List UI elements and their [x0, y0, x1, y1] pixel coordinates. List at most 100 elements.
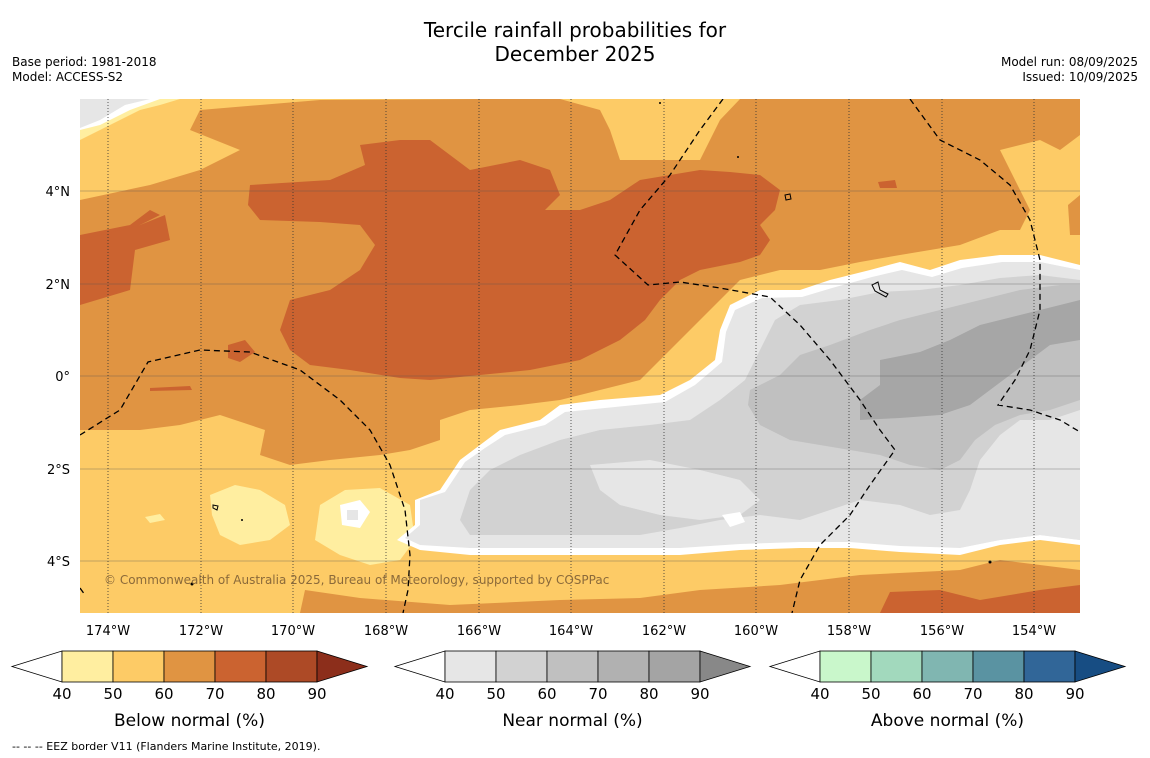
colorbar-below-tick: 80	[256, 685, 275, 703]
eez-footnote: -- -- -- EEZ border V11 (Flanders Marine…	[12, 740, 321, 753]
region-below-70-80-patch-a	[228, 340, 255, 362]
map-title: Tercile rainfall probabilities for Decem…	[0, 18, 1150, 66]
colorbar-near-segment	[648, 650, 701, 683]
colorbar-below-segment	[163, 650, 216, 683]
colorbar-below-tick: 50	[103, 685, 122, 703]
colorbar-near-segment	[444, 650, 497, 683]
lon-label-158w: 158°W	[827, 624, 871, 639]
island-c	[212, 504, 219, 511]
colorbar-above: 40 50 60 70 80 90 Above normal (%)	[768, 650, 1127, 731]
island-d	[190, 582, 194, 586]
colorbar-above-segment	[1023, 650, 1076, 683]
colorbar-above-tick: 40	[810, 685, 829, 703]
probability-map: © Commonwealth of Australia 2025, Bureau…	[80, 99, 1080, 613]
region-near-islet	[347, 510, 358, 520]
colorbar-below-tick: 90	[307, 685, 326, 703]
model-run-date: Model run: 08/09/2025	[1000, 55, 1138, 69]
lon-label-154w: 154°W	[1012, 624, 1056, 639]
region-below-70-80-south	[880, 585, 1080, 613]
colorbar-near-tick: 80	[639, 685, 658, 703]
lon-label-168w: 168°W	[364, 624, 408, 639]
region-below-70-80-small	[80, 210, 160, 240]
colorbar-above-min-arrow	[768, 650, 821, 683]
island-h	[241, 519, 243, 521]
colorbar-near-tick: 60	[537, 685, 556, 703]
colorbar-below-segment	[265, 650, 318, 683]
colorbar-near-tick: 70	[588, 685, 607, 703]
island-b	[871, 281, 889, 298]
colorbar-below: 40 50 60 70 80 90 Below normal (%)	[10, 650, 369, 731]
lat-label-0: 0°	[55, 370, 70, 385]
colorbar-near-segment	[546, 650, 599, 683]
region-below-40-50-dot	[145, 514, 165, 523]
title-line-1: Tercile rainfall probabilities for	[423, 18, 727, 42]
colorbar-above-tick: 50	[861, 685, 880, 703]
lon-label-172w: 172°W	[179, 624, 223, 639]
colorbar-above-segment	[921, 650, 974, 683]
colorbar-above-max-arrow	[1074, 650, 1127, 683]
colorbar-near-tick: 50	[486, 685, 505, 703]
colorbar-near: 40 50 60 70 80 90 Near normal (%)	[393, 650, 752, 731]
region-near-40-50-hole-b	[1000, 460, 1080, 505]
region-below-70-80-core	[248, 140, 780, 380]
colorbar-below-segment	[112, 650, 165, 683]
colorbar-near-tick: 90	[690, 685, 709, 703]
colorbar-above-tick: 60	[912, 685, 931, 703]
eez-borders	[80, 99, 1080, 613]
issued-date: Issued: 10/09/2025	[1022, 70, 1138, 84]
lon-label-170w: 170°W	[271, 624, 315, 639]
latitude-labels: 4°N 2°N 0° 2°S 4°S	[46, 185, 71, 570]
lat-label-2s: 2°S	[47, 463, 70, 478]
region-below-60-70-east	[1068, 195, 1080, 235]
colorbar-near-min-arrow	[393, 650, 446, 683]
colorbar-below-label: Below normal (%)	[114, 711, 265, 731]
colorbar-below-min-arrow	[10, 650, 63, 683]
model-info: Base period: 1981-2018 Model: ACCESS-S2	[12, 55, 157, 85]
colorbar-below-tick: 60	[154, 685, 173, 703]
run-info: Model run: 08/09/2025 Issued: 10/09/2025	[1001, 55, 1138, 85]
colorbar-below-max-arrow	[316, 650, 369, 683]
colorbar-above-segment	[819, 650, 872, 683]
region-below-60-70-south	[300, 560, 1080, 613]
region-below-40-50-sw	[210, 485, 290, 545]
colorbars: 40 50 60 70 80 90 Below normal (%) 40 50 60 70 80 90…	[10, 650, 1127, 731]
lon-label-156w: 156°W	[920, 624, 964, 639]
island-e	[659, 102, 661, 104]
region-below-70-80-west	[80, 215, 170, 305]
model-name: Model: ACCESS-S2	[12, 70, 124, 84]
colorbar-above-label: Above normal (%)	[871, 711, 1024, 731]
title-line-2: December 2025	[494, 42, 656, 66]
base-period: Base period: 1981-2018	[12, 55, 157, 69]
colorbar-near-segment	[597, 650, 650, 683]
region-near-40-50-hole-c	[960, 505, 1080, 545]
latitude-gridlines	[80, 190, 1080, 562]
lat-label-2n: 2°N	[46, 278, 71, 293]
colorbar-above-tick: 80	[1014, 685, 1033, 703]
island-a	[784, 193, 792, 201]
longitude-labels: 174°W 172°W 170°W 168°W 166°W 164°W 162°…	[86, 624, 1056, 639]
lon-label-162w: 162°W	[642, 624, 686, 639]
colorbar-near-label: Near normal (%)	[502, 711, 642, 731]
lon-label-174w: 174°W	[86, 624, 130, 639]
colorbar-below-segment	[214, 650, 267, 683]
colorbar-above-segment	[972, 650, 1025, 683]
lon-label-166w: 166°W	[457, 624, 501, 639]
region-below-40-50-south	[315, 488, 415, 565]
colorbar-below-tick: 70	[205, 685, 224, 703]
colorbar-below-segment	[61, 650, 114, 683]
lon-label-160w: 160°W	[734, 624, 778, 639]
lat-label-4n: 4°N	[46, 185, 71, 200]
colorbar-near-tick: 40	[435, 685, 454, 703]
colorbar-near-segment	[495, 650, 548, 683]
colorbar-above-tick: 70	[963, 685, 982, 703]
region-near-70-80	[860, 300, 1080, 420]
region-near-40-50-hole-a	[590, 460, 760, 520]
lat-label-4s: 4°S	[47, 555, 70, 570]
region-below-70-80-patch-b	[150, 386, 192, 391]
lon-label-164w: 164°W	[549, 624, 593, 639]
colorbar-near-max-arrow	[699, 650, 752, 683]
colorbar-above-segment	[870, 650, 923, 683]
region-white-spot	[722, 512, 745, 527]
region-near-40-50-nw	[80, 99, 150, 128]
copyright-notice: © Commonwealth of Australia 2025, Bureau…	[104, 573, 609, 587]
